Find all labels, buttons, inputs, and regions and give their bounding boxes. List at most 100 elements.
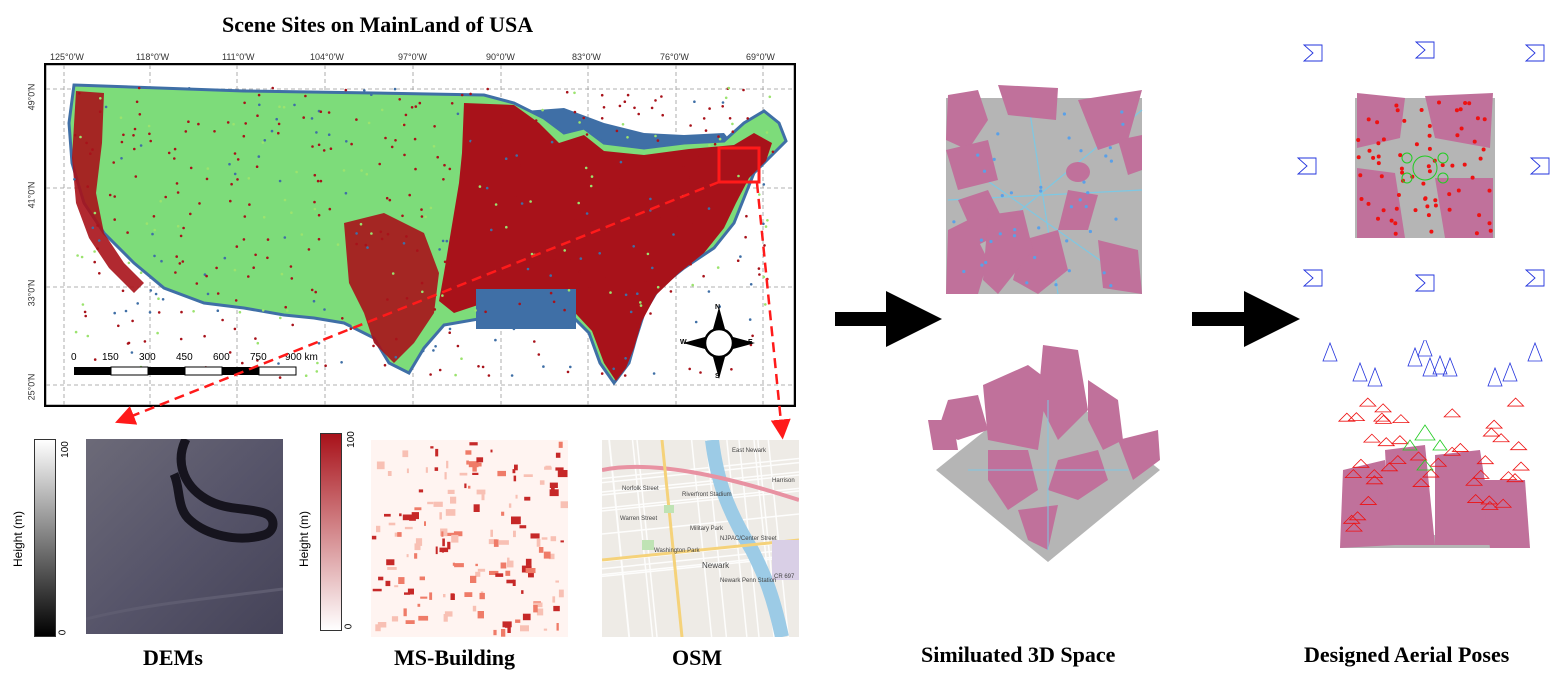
building-footprint xyxy=(425,467,428,473)
map-dot xyxy=(688,176,692,179)
map-dot xyxy=(621,123,625,126)
map-dot xyxy=(266,238,270,241)
camera-frustum xyxy=(1414,41,1435,59)
map-dot xyxy=(342,169,346,172)
map-dot xyxy=(167,151,171,155)
route-point xyxy=(1088,229,1092,234)
camera-point xyxy=(1376,141,1381,146)
building-footprint xyxy=(464,483,467,489)
map-dot xyxy=(643,249,646,253)
map-dot xyxy=(757,267,761,270)
map-dot xyxy=(737,174,740,178)
camera-point xyxy=(1478,156,1483,161)
map-dot xyxy=(432,145,436,148)
osm-label: Washington Park xyxy=(654,548,700,554)
map-dot xyxy=(182,226,185,230)
building-footprint xyxy=(404,592,410,595)
camera-point xyxy=(1426,213,1431,218)
map-dot xyxy=(83,310,87,314)
compass-w: W xyxy=(680,339,687,346)
map-dot xyxy=(213,130,216,133)
osm-street xyxy=(767,440,790,637)
map-dot xyxy=(762,183,766,186)
camera-frustum xyxy=(1302,269,1323,287)
blue-site-block xyxy=(476,289,576,329)
map-dot xyxy=(689,262,692,266)
map-dot xyxy=(278,105,281,108)
map-dot xyxy=(649,197,652,201)
building-footprint xyxy=(530,533,540,539)
map-dot xyxy=(765,131,769,134)
map-dot xyxy=(149,139,152,143)
route-point xyxy=(1033,255,1037,260)
building-footprint xyxy=(427,501,434,505)
map-dot xyxy=(654,99,657,102)
building-footprint xyxy=(391,616,399,622)
camera-frustum-red xyxy=(1359,495,1378,505)
map-dot xyxy=(588,287,591,290)
compass-n: N xyxy=(715,304,721,311)
building-footprint xyxy=(558,589,564,598)
map-dot xyxy=(731,122,734,126)
building-footprint xyxy=(440,528,448,537)
map-dot xyxy=(390,145,394,149)
building-footprint xyxy=(521,590,524,594)
osm-street xyxy=(705,440,728,637)
osm-label: Military Park xyxy=(690,526,724,532)
building-footprint xyxy=(507,625,511,633)
osm-street xyxy=(602,474,799,496)
map-dot xyxy=(365,172,369,176)
map-dot xyxy=(81,303,85,306)
map-dot xyxy=(486,87,490,91)
map-dot xyxy=(238,310,242,314)
camera-frustum xyxy=(1352,361,1368,382)
map-dot xyxy=(529,200,532,203)
building-footprint xyxy=(498,540,509,545)
camera-frustum-red xyxy=(1476,455,1495,465)
building-footprint xyxy=(549,489,559,497)
map-dot xyxy=(341,317,344,320)
map-dot xyxy=(707,207,711,210)
camera-frustum xyxy=(1417,340,1433,357)
map-dot xyxy=(278,376,282,379)
building-footprint xyxy=(376,461,385,470)
map-dot xyxy=(151,232,154,236)
building-footprint xyxy=(450,496,457,504)
route-point xyxy=(962,269,966,274)
building-footprint xyxy=(443,614,448,622)
building-footprint xyxy=(442,538,445,547)
map-dot xyxy=(242,134,246,138)
building-footprint xyxy=(375,624,381,632)
route-point xyxy=(1067,136,1071,140)
map-dot xyxy=(660,95,663,98)
map-dot xyxy=(316,179,320,183)
map-dot xyxy=(139,271,143,274)
building-footprint xyxy=(489,570,499,575)
map-dot xyxy=(310,117,314,120)
building-footprint xyxy=(475,563,478,567)
map-dot xyxy=(693,100,696,103)
map-dot xyxy=(78,92,81,95)
map-dot xyxy=(563,249,566,252)
map-dot xyxy=(471,140,474,143)
map-dot xyxy=(534,119,538,122)
map-dot xyxy=(175,182,179,185)
map-dot xyxy=(138,113,142,116)
camera-frustum xyxy=(1296,157,1317,175)
camera-frustum-red xyxy=(1345,522,1363,532)
map-dot xyxy=(243,101,246,105)
map-dot xyxy=(730,368,733,371)
map-dot xyxy=(236,178,239,181)
building-footprint xyxy=(451,534,459,543)
camera-point xyxy=(1400,170,1405,175)
map-dot xyxy=(119,116,123,119)
map-dot xyxy=(520,164,523,167)
route-point xyxy=(1025,281,1029,285)
camera-frustum-red xyxy=(1374,414,1393,424)
map-dot xyxy=(216,292,220,295)
building-footprint xyxy=(473,504,480,512)
dem-colorbar-min: 0 xyxy=(57,629,69,636)
map-dot xyxy=(448,327,452,331)
camera-point xyxy=(1472,139,1477,144)
camera-frustum xyxy=(1502,361,1518,382)
